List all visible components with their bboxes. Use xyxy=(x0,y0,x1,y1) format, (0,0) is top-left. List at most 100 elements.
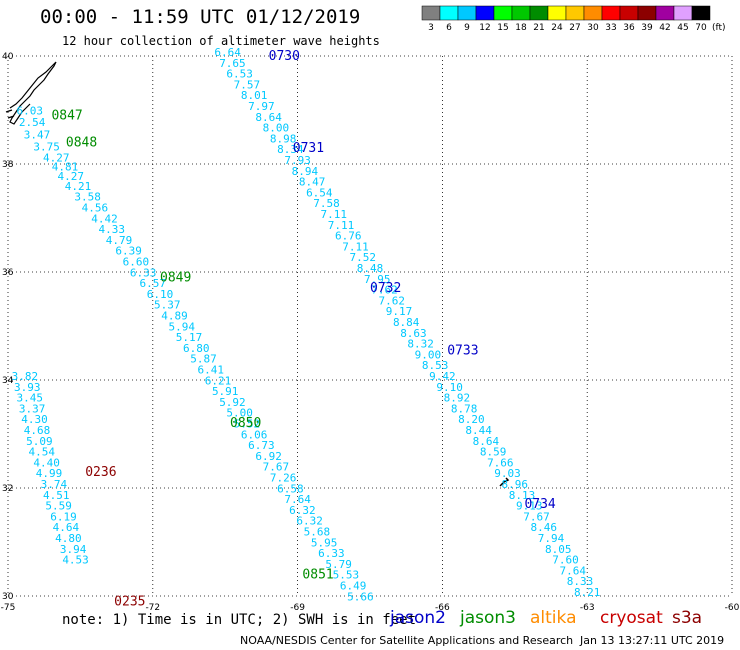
swh-value: 6.33 xyxy=(130,266,157,279)
swh-value: 6.33 xyxy=(318,547,345,560)
legend-label: 15 xyxy=(497,23,508,33)
swh-value: 8.53 xyxy=(422,359,449,372)
swh-value: 4.89 xyxy=(161,310,188,323)
swh-value: 5.53 xyxy=(333,569,360,582)
swh-value: 7.52 xyxy=(350,251,377,264)
swh-value: 4.80 xyxy=(55,532,82,545)
legend-label: 33 xyxy=(605,23,616,33)
swh-value: 6.53 xyxy=(226,68,253,81)
legend-swatch xyxy=(421,5,441,21)
time-label: 0236 xyxy=(85,465,116,480)
time-label: 0850 xyxy=(230,416,261,431)
y-tick-label: 32 xyxy=(2,484,13,494)
swh-value: 3.75 xyxy=(33,141,60,154)
swh-value: 3.93 xyxy=(14,381,41,394)
swh-value: 6.32 xyxy=(296,515,323,528)
swh-value: 5.92 xyxy=(219,396,246,409)
swh-value: 4.42 xyxy=(91,212,118,225)
legend-label: 3 xyxy=(428,23,434,33)
swh-value: 8.59 xyxy=(480,446,507,459)
swh-value: 8.84 xyxy=(393,316,420,329)
swh-value: 6.60 xyxy=(123,256,150,269)
swh-value: 4.99 xyxy=(36,467,63,480)
legend-swatch xyxy=(691,5,711,21)
swh-value: 8.05 xyxy=(545,543,572,556)
satellite-label-cryosat: cryosat xyxy=(600,608,663,628)
swh-value: 6.41 xyxy=(197,364,224,377)
chart-title: 00:00 - 11:59 UTC 01/12/2019 xyxy=(40,6,361,28)
swh-value: 7.58 xyxy=(313,197,340,210)
y-tick-label: 38 xyxy=(2,160,14,170)
swh-value: 5.95 xyxy=(311,536,338,549)
legend-swatch xyxy=(583,5,603,21)
time-label: 0849 xyxy=(160,270,191,285)
swh-value: 5.79 xyxy=(325,558,352,571)
swh-value: 8.98 xyxy=(270,132,297,145)
legend-label: 36 xyxy=(623,23,635,33)
swh-value: 8.94 xyxy=(292,165,319,178)
swh-value: 7.62 xyxy=(371,284,398,297)
swh-value: 4.53 xyxy=(62,554,89,567)
coastline xyxy=(5,61,510,487)
swh-value: 7.11 xyxy=(342,240,369,253)
swh-value: 7.11 xyxy=(328,219,355,232)
swh-value: 3.47 xyxy=(24,129,51,142)
swh-value: 8.01 xyxy=(241,89,268,102)
coastline-shape xyxy=(5,61,57,125)
swh-value: 8.20 xyxy=(458,413,485,426)
swh-value: 6.39 xyxy=(115,245,142,258)
swh-value: 7.65 xyxy=(219,57,246,70)
data-points: 6.032.543.473.754.274.814.274.213.584.56… xyxy=(12,46,601,603)
swh-value: 4.64 xyxy=(53,521,80,534)
swh-value: 6.49 xyxy=(340,580,367,593)
swh-value: 8.00 xyxy=(263,122,290,135)
satellite-label-jason2: jason2 xyxy=(390,608,446,628)
swh-value: 4.30 xyxy=(21,413,48,426)
swh-value: 3.82 xyxy=(12,370,39,383)
x-tick-label: -69 xyxy=(290,603,305,613)
swh-value: 7.60 xyxy=(552,554,579,567)
legend-label: 45 xyxy=(677,23,688,33)
swh-value: 8.64 xyxy=(255,111,282,124)
swh-value: 7.97 xyxy=(248,100,275,113)
swh-value: 8.32 xyxy=(407,338,434,351)
swh-value: 6.19 xyxy=(50,510,77,523)
swh-value: 7.94 xyxy=(538,532,565,545)
legend-label: 9 xyxy=(464,23,470,33)
legend-swatch xyxy=(619,5,639,21)
swh-value: 9.00 xyxy=(415,348,442,361)
y-tick-label: 30 xyxy=(2,592,14,602)
swh-value: 8.21 xyxy=(574,586,601,599)
swh-value: 7.26 xyxy=(270,472,297,485)
swh-value: 4.81 xyxy=(52,160,79,173)
legend-label: 6 xyxy=(446,23,452,33)
time-label: 0731 xyxy=(293,141,324,156)
legend-label: 12 xyxy=(479,23,490,33)
legend-label: 18 xyxy=(515,23,527,33)
swh-value: 3.94 xyxy=(60,543,87,556)
swh-value: 9.42 xyxy=(429,370,456,383)
note-text: note: 1) Time is in UTC; 2) SWH is in fe… xyxy=(62,612,417,628)
swh-value: 5.91 xyxy=(212,385,239,398)
swh-value: 8.44 xyxy=(465,424,492,437)
time-label: 0734 xyxy=(524,497,555,512)
swh-value: 6.32 xyxy=(289,504,316,517)
legend-swatch xyxy=(547,5,567,21)
footer-date: Jan 13 13:27:11 UTC 2019 xyxy=(580,634,725,647)
swh-value: 6.80 xyxy=(183,342,210,355)
swh-value: 6.06 xyxy=(241,428,268,441)
swh-value: 8.46 xyxy=(531,521,558,534)
time-label: 0235 xyxy=(114,594,145,609)
swh-value: 8.63 xyxy=(400,327,427,340)
legend-label: 21 xyxy=(533,23,544,33)
swh-value: 2.54 xyxy=(19,116,46,129)
swh-value: 6.92 xyxy=(255,450,282,463)
legend-swatch xyxy=(457,5,477,21)
swh-value: 7.67 xyxy=(523,510,550,523)
legend-swatch xyxy=(511,5,531,21)
swh-value: 8.64 xyxy=(473,435,500,448)
swh-value: 6.10 xyxy=(147,288,174,301)
legend-swatch xyxy=(565,5,585,21)
swh-value: 6.64 xyxy=(214,46,241,59)
time-label: 0851 xyxy=(302,567,333,582)
